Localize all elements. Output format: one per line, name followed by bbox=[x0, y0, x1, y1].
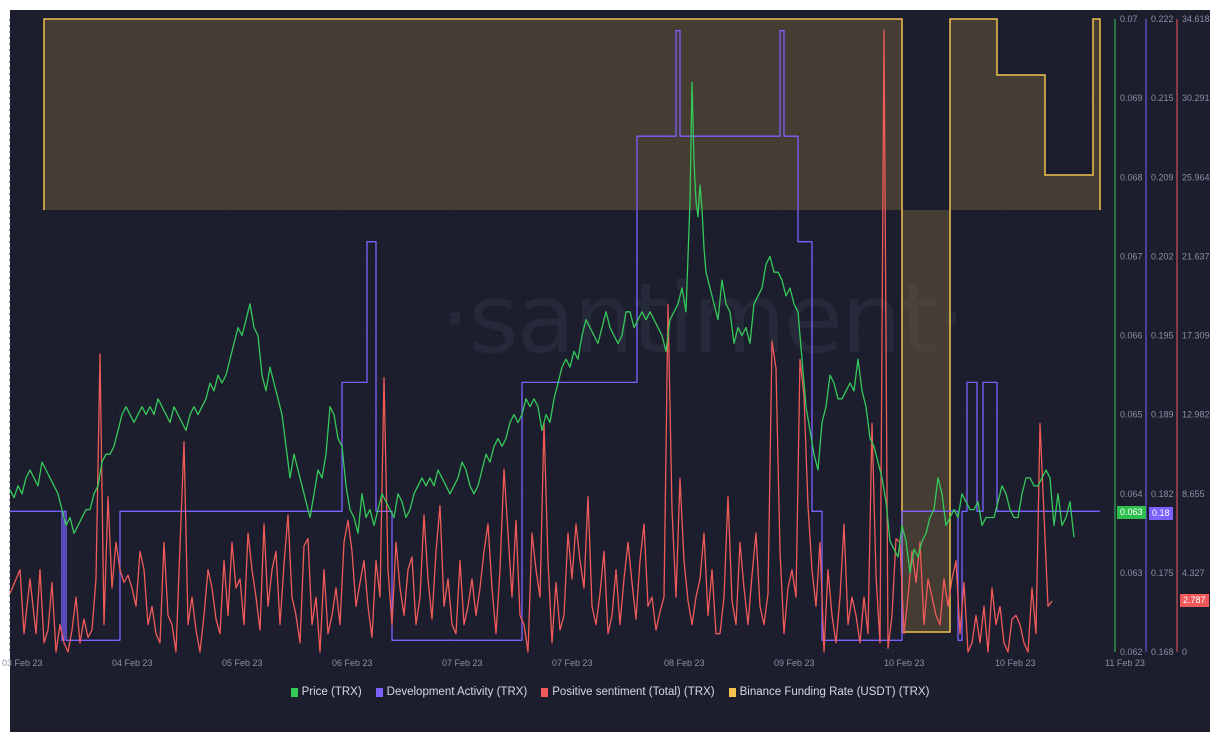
x-axis-tick: 11 Feb 23 bbox=[1105, 658, 1145, 668]
price-axis-tick: 0.063 bbox=[1120, 568, 1143, 578]
price-axis-tick: 0.065 bbox=[1120, 410, 1143, 420]
x-axis-tick: 06 Feb 23 bbox=[332, 658, 373, 668]
legend-item-sentiment[interactable]: Positive sentiment (Total) (TRX) bbox=[541, 686, 715, 698]
legend-label: Binance Funding Rate (USDT) (TRX) bbox=[739, 686, 930, 698]
chart-frame bbox=[10, 10, 1210, 732]
legend-label: Positive sentiment (Total) (TRX) bbox=[552, 686, 715, 698]
price-axis-tick: 0.064 bbox=[1120, 489, 1143, 499]
sentiment-axis-tick: 0 bbox=[1182, 647, 1187, 657]
dev-axis-tick: 0.189 bbox=[1151, 410, 1174, 420]
dev-axis-tick: 0.215 bbox=[1151, 93, 1174, 103]
dev-axis-tick: 0.195 bbox=[1151, 331, 1174, 341]
x-axis-tick: 05 Feb 23 bbox=[222, 658, 263, 668]
sentiment-line bbox=[9, 29, 1053, 653]
sentiment-axis-tick: 8.655 bbox=[1182, 489, 1205, 499]
price-axis-tick: 0.066 bbox=[1120, 331, 1143, 341]
legend-item-funding-rate[interactable]: Binance Funding Rate (USDT) (TRX) bbox=[728, 686, 930, 698]
dev-activity-line bbox=[10, 30, 1100, 641]
price-axis-tick: 0.069 bbox=[1120, 93, 1143, 103]
x-axis-tick: 09 Feb 23 bbox=[774, 658, 815, 668]
sentiment-axis-tick: 12.982 bbox=[1182, 410, 1210, 420]
price-axis-tick: 0.062 bbox=[1120, 647, 1143, 657]
legend-label: Development Activity (TRX) bbox=[386, 686, 528, 698]
santiment-watermark: ·santiment· bbox=[440, 263, 964, 375]
dev-activity-current-badge: 0.18 bbox=[1149, 507, 1173, 520]
x-axis-tick: 07 Feb 23 bbox=[552, 658, 593, 668]
sentiment-axis-tick: 30.291 bbox=[1182, 93, 1210, 103]
x-axis-tick: 10 Feb 23 bbox=[995, 658, 1036, 668]
x-axis-tick: 04 Feb 23 bbox=[112, 658, 153, 668]
x-axis-tick: 07 Feb 23 bbox=[442, 658, 483, 668]
legend-swatch-icon bbox=[541, 687, 549, 697]
sentiment-axis-tick: 4.327 bbox=[1182, 568, 1205, 578]
price-line bbox=[9, 81, 1075, 574]
sentiment-axis-tick: 25.964 bbox=[1182, 172, 1210, 182]
sentiment-axis-tick: 21.637 bbox=[1182, 251, 1210, 261]
x-axis-tick: 10 Feb 23 bbox=[884, 658, 925, 668]
x-axis-tick: 03 Feb 23 bbox=[2, 658, 43, 668]
dev-axis-tick: 0.222 bbox=[1151, 14, 1174, 24]
legend: Price (TRX) Development Activity (TRX) P… bbox=[0, 686, 1220, 698]
legend-item-price[interactable]: Price (TRX) bbox=[290, 686, 362, 698]
legend-label: Price (TRX) bbox=[301, 686, 362, 698]
legend-swatch-icon bbox=[290, 687, 298, 697]
price-current-badge: 0.063 bbox=[1117, 506, 1146, 519]
sentiment-current-badge: 2.787 bbox=[1180, 594, 1209, 607]
legend-item-dev-activity[interactable]: Development Activity (TRX) bbox=[375, 686, 528, 698]
price-axis-tick: 0.07 bbox=[1120, 14, 1138, 24]
x-axis-tick: 08 Feb 23 bbox=[664, 658, 705, 668]
legend-swatch-icon bbox=[375, 687, 383, 697]
dev-axis-tick: 0.168 bbox=[1151, 647, 1174, 657]
sentiment-axis-tick: 17.309 bbox=[1182, 331, 1210, 341]
price-axis-tick: 0.068 bbox=[1120, 172, 1143, 182]
funding-rate-area bbox=[44, 19, 1100, 632]
dev-axis-tick: 0.182 bbox=[1151, 489, 1174, 499]
dev-axis-tick: 0.202 bbox=[1151, 251, 1174, 261]
price-axis-tick: 0.067 bbox=[1120, 251, 1143, 261]
sentiment-axis-tick: 34.618 bbox=[1182, 14, 1210, 24]
dev-axis-tick: 0.209 bbox=[1151, 172, 1174, 182]
dev-axis-tick: 0.175 bbox=[1151, 568, 1174, 578]
funding-rate-line bbox=[43, 18, 1101, 633]
legend-swatch-icon bbox=[728, 687, 736, 697]
